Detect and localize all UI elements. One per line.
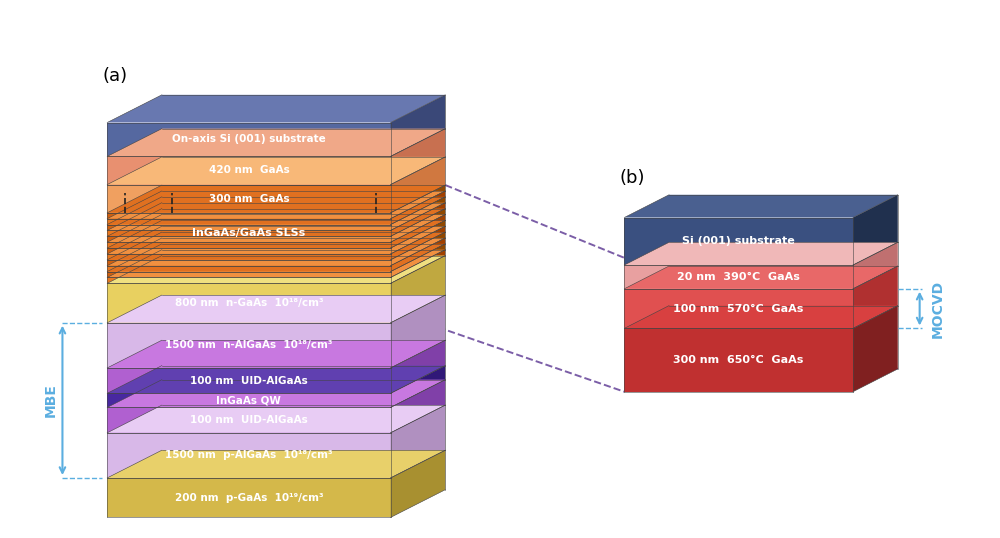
Text: MOCVD: MOCVD <box>931 280 945 338</box>
Polygon shape <box>391 197 445 230</box>
Polygon shape <box>853 266 898 328</box>
Polygon shape <box>624 265 853 289</box>
Text: On-axis Si (001) substrate: On-axis Si (001) substrate <box>172 134 326 144</box>
Polygon shape <box>107 197 445 224</box>
Polygon shape <box>391 256 445 323</box>
Polygon shape <box>107 295 445 323</box>
Polygon shape <box>624 195 898 217</box>
Polygon shape <box>853 306 898 392</box>
Polygon shape <box>391 209 445 242</box>
Polygon shape <box>391 203 445 236</box>
Polygon shape <box>107 250 445 278</box>
Polygon shape <box>107 368 391 393</box>
Polygon shape <box>107 284 391 323</box>
Polygon shape <box>107 272 391 278</box>
Polygon shape <box>107 248 391 254</box>
Polygon shape <box>107 209 445 236</box>
Text: 300 nm  650°C  GaAs: 300 nm 650°C GaAs <box>673 355 804 365</box>
Text: Si (001) substrate: Si (001) substrate <box>682 236 795 246</box>
Polygon shape <box>107 478 391 518</box>
Polygon shape <box>624 266 898 289</box>
Text: 100 nm  UID-AlGaAs: 100 nm UID-AlGaAs <box>190 415 308 425</box>
Polygon shape <box>107 215 445 242</box>
Polygon shape <box>107 340 445 368</box>
Polygon shape <box>391 238 445 272</box>
Text: (b): (b) <box>619 169 645 187</box>
Polygon shape <box>107 244 445 272</box>
Polygon shape <box>391 129 445 185</box>
Polygon shape <box>391 226 445 260</box>
Text: 100 nm  UID-AlGaAs: 100 nm UID-AlGaAs <box>190 376 308 386</box>
Polygon shape <box>391 95 445 157</box>
Polygon shape <box>624 306 898 328</box>
Polygon shape <box>853 242 898 289</box>
Text: (a): (a) <box>102 67 127 85</box>
Polygon shape <box>107 123 391 157</box>
Text: 20 nm  390°C  GaAs: 20 nm 390°C GaAs <box>677 272 800 282</box>
Text: MBE: MBE <box>44 384 58 417</box>
Text: 100 nm  570°C  GaAs: 100 nm 570°C GaAs <box>673 303 804 314</box>
Polygon shape <box>624 289 853 328</box>
Polygon shape <box>391 250 445 284</box>
Polygon shape <box>107 256 445 284</box>
Polygon shape <box>391 185 445 218</box>
Polygon shape <box>107 393 391 407</box>
Polygon shape <box>391 340 445 393</box>
Polygon shape <box>107 278 391 284</box>
Polygon shape <box>391 366 445 407</box>
Polygon shape <box>107 242 391 248</box>
Polygon shape <box>391 215 445 248</box>
Polygon shape <box>853 195 898 265</box>
Text: 800 nm  n-GaAs  10¹⁸/cm³: 800 nm n-GaAs 10¹⁸/cm³ <box>175 298 323 308</box>
Polygon shape <box>391 295 445 368</box>
Polygon shape <box>624 242 898 265</box>
Polygon shape <box>107 191 445 218</box>
Polygon shape <box>107 185 445 213</box>
Polygon shape <box>107 254 391 260</box>
Polygon shape <box>391 157 445 213</box>
Polygon shape <box>107 260 391 266</box>
Polygon shape <box>107 157 391 185</box>
Polygon shape <box>107 213 391 218</box>
Polygon shape <box>107 405 445 433</box>
Text: 300 nm  GaAs: 300 nm GaAs <box>209 194 289 204</box>
Polygon shape <box>107 226 445 254</box>
Polygon shape <box>107 232 445 260</box>
Text: 1500 nm  n-AlGaAs  10¹⁸/cm³: 1500 nm n-AlGaAs 10¹⁸/cm³ <box>165 341 333 350</box>
Polygon shape <box>391 191 445 224</box>
Polygon shape <box>107 221 445 248</box>
Text: InGaAs QW: InGaAs QW <box>216 395 281 405</box>
Text: 1500 nm  p-AlGaAs  10¹⁸/cm³: 1500 nm p-AlGaAs 10¹⁸/cm³ <box>165 450 333 461</box>
Polygon shape <box>107 224 391 230</box>
Polygon shape <box>391 221 445 254</box>
Polygon shape <box>107 218 391 224</box>
Polygon shape <box>391 380 445 433</box>
Polygon shape <box>107 185 391 213</box>
Polygon shape <box>107 450 445 478</box>
Polygon shape <box>107 238 445 266</box>
Polygon shape <box>107 203 445 230</box>
Polygon shape <box>107 266 391 272</box>
Polygon shape <box>107 230 391 236</box>
Polygon shape <box>107 366 445 393</box>
Text: InGaAs/GaAs SLSs: InGaAs/GaAs SLSs <box>192 228 306 238</box>
Polygon shape <box>107 236 391 242</box>
Polygon shape <box>391 232 445 266</box>
Polygon shape <box>107 95 445 123</box>
Polygon shape <box>107 380 445 407</box>
Text: 200 nm  p-GaAs  10¹⁹/cm³: 200 nm p-GaAs 10¹⁹/cm³ <box>175 493 323 502</box>
Text: 420 nm  GaAs: 420 nm GaAs <box>209 166 289 175</box>
Polygon shape <box>391 450 445 518</box>
Polygon shape <box>107 323 391 368</box>
Polygon shape <box>107 407 391 433</box>
Polygon shape <box>624 217 853 265</box>
Polygon shape <box>107 129 445 157</box>
Polygon shape <box>107 433 391 478</box>
Polygon shape <box>107 157 445 185</box>
Polygon shape <box>391 405 445 478</box>
Polygon shape <box>391 244 445 278</box>
Polygon shape <box>624 328 853 392</box>
